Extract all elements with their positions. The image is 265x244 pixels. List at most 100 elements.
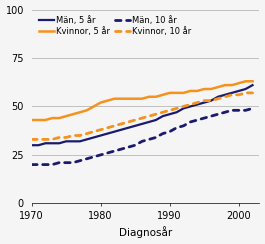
Kvinnor, 10 år [196,101,199,104]
Män, 5 år [51,142,54,145]
Män, 5 år [237,90,240,92]
Kvinnor, 5 år [30,119,33,122]
Kvinnor, 5 år [37,119,40,122]
Män, 5 år [196,103,199,106]
Line: Män, 5 år: Män, 5 år [32,85,253,145]
Kvinnor, 10 år [182,105,185,108]
Män, 10 år [189,121,192,123]
Kvinnor, 5 år [106,99,109,102]
Kvinnor, 10 år [223,95,227,98]
Kvinnor, 5 år [189,90,192,92]
Line: Kvinnor, 10 år: Kvinnor, 10 år [32,93,253,139]
Kvinnor, 10 år [58,136,61,139]
Kvinnor, 5 år [251,80,254,83]
Män, 10 år [78,159,82,162]
Kvinnor, 10 år [140,117,144,120]
Kvinnor, 5 år [51,117,54,120]
Kvinnor, 10 år [120,122,123,125]
Män, 5 år [92,136,95,139]
Män, 5 år [217,95,220,98]
Män, 5 år [134,124,137,127]
Kvinnor, 10 år [237,93,240,96]
Kvinnor, 10 år [106,126,109,129]
Män, 5 år [168,113,171,116]
Män, 5 år [127,126,130,129]
Kvinnor, 5 år [175,92,178,94]
Män, 10 år [203,117,206,120]
Kvinnor, 5 år [99,101,102,104]
Män, 5 år [182,107,185,110]
Män, 5 år [58,142,61,145]
Kvinnor, 10 år [244,92,247,94]
Män, 10 år [251,107,254,110]
Män, 10 år [106,152,109,154]
Män, 5 år [203,101,206,104]
Män, 10 år [64,161,68,164]
Män, 10 år [182,124,185,127]
Kvinnor, 10 år [147,115,151,118]
Kvinnor, 5 år [244,80,247,83]
Män, 10 år [51,163,54,166]
Kvinnor, 5 år [44,119,47,122]
Män, 5 år [113,130,116,133]
Män, 10 år [230,109,233,112]
Kvinnor, 5 år [210,88,213,91]
Kvinnor, 10 år [168,109,171,112]
Män, 5 år [64,140,68,143]
Kvinnor, 5 år [230,84,233,87]
Kvinnor, 5 år [71,113,74,116]
Kvinnor, 10 år [217,97,220,100]
Kvinnor, 5 år [237,82,240,85]
Män, 5 år [44,142,47,145]
Män, 10 år [147,138,151,141]
Män, 10 år [58,161,61,164]
Män, 10 år [120,148,123,151]
Män, 10 år [44,163,47,166]
Kvinnor, 5 år [196,90,199,92]
Män, 5 år [175,111,178,114]
Män, 10 år [30,163,33,166]
Män, 5 år [78,140,82,143]
Kvinnor, 10 år [175,107,178,110]
Kvinnor, 10 år [85,132,89,135]
Män, 5 år [140,122,144,125]
Kvinnor, 10 år [203,99,206,102]
Kvinnor, 10 år [127,121,130,123]
Män, 10 år [134,144,137,147]
Legend: Män, 5 år, Kvinnor, 5 år, Män, 10 år, Kvinnor, 10 år: Män, 5 år, Kvinnor, 5 år, Män, 10 år, Kv… [38,15,192,36]
Kvinnor, 10 år [71,134,74,137]
Män, 10 år [99,153,102,156]
Kvinnor, 10 år [30,138,33,141]
Kvinnor, 5 år [58,117,61,120]
Män, 5 år [120,128,123,131]
Kvinnor, 5 år [85,109,89,112]
X-axis label: Diagnosår: Diagnosår [119,226,172,238]
Män, 5 år [223,93,227,96]
Män, 10 år [71,161,74,164]
Män, 5 år [85,138,89,141]
Kvinnor, 5 år [134,97,137,100]
Män, 5 år [147,121,151,123]
Kvinnor, 5 år [127,97,130,100]
Män, 10 år [196,119,199,122]
Line: Kvinnor, 5 år: Kvinnor, 5 år [32,81,253,120]
Kvinnor, 10 år [78,134,82,137]
Män, 10 år [223,111,227,114]
Kvinnor, 5 år [223,84,227,87]
Kvinnor, 5 år [147,95,151,98]
Män, 10 år [244,109,247,112]
Män, 5 år [189,105,192,108]
Kvinnor, 10 år [161,111,164,114]
Kvinnor, 10 år [251,92,254,94]
Kvinnor, 5 år [168,92,171,94]
Kvinnor, 10 år [134,119,137,122]
Män, 5 år [210,99,213,102]
Män, 5 år [161,115,164,118]
Män, 5 år [106,132,109,135]
Kvinnor, 10 år [64,136,68,139]
Män, 5 år [30,144,33,147]
Kvinnor, 5 år [64,115,68,118]
Kvinnor, 10 år [210,99,213,102]
Kvinnor, 10 år [154,113,157,116]
Kvinnor, 10 år [51,138,54,141]
